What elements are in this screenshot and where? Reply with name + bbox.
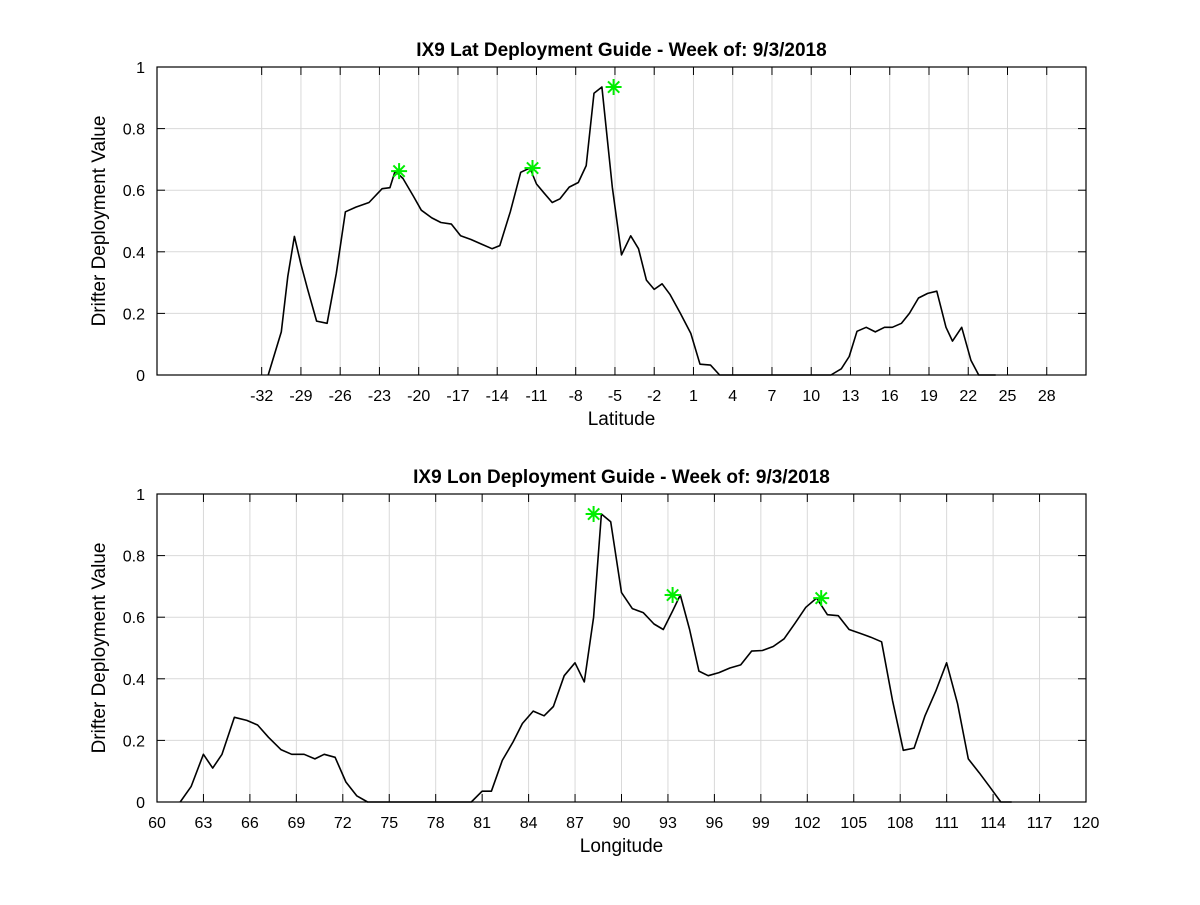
- x-tick-label: 63: [195, 815, 213, 832]
- x-tick-label: 96: [706, 815, 724, 832]
- x-tick-label: 16: [881, 388, 899, 405]
- x-tick-label: 99: [752, 815, 770, 832]
- x-tick-label: -23: [368, 388, 391, 405]
- x-tick-label: 25: [999, 388, 1017, 405]
- y-axis-label: Drifter Deployment Value: [89, 116, 110, 327]
- x-tick-label: 102: [794, 815, 821, 832]
- chart-panel-1: -32 -29 -26 -23 -20 -17 -14 -11 -8 -5 -2 1 4 7 10 13 16 1…: [89, 40, 1087, 430]
- x-tick-label: 84: [520, 815, 538, 832]
- x-tick-label: 69: [287, 815, 305, 832]
- x-tick-label: -5: [608, 388, 622, 405]
- x-tick-label: -11: [525, 388, 547, 405]
- peak-marker: [605, 79, 622, 95]
- y-tick-label: 0.6: [123, 610, 145, 627]
- x-tick-label: 114: [980, 815, 1006, 832]
- x-tick-label: 117: [1027, 815, 1053, 832]
- y-tick-label: 0.8: [123, 122, 145, 139]
- x-tick-label: -2: [647, 388, 661, 405]
- y-tick-label: 0: [136, 795, 145, 812]
- x-tick-label: 120: [1073, 815, 1100, 832]
- x-tick-label: 72: [334, 815, 352, 832]
- x-tick-label: 7: [768, 388, 777, 405]
- series-line: [267, 86, 996, 376]
- peak-marker: [585, 506, 602, 522]
- x-tick-label: -26: [329, 388, 352, 405]
- series-line: [179, 513, 1012, 803]
- x-axis-label: Latitude: [588, 409, 656, 430]
- x-tick-label: -17: [446, 388, 469, 405]
- x-tick-label: 10: [802, 388, 820, 405]
- chart-title: IX9 Lat Deployment Guide - Week of: 9/3/…: [416, 40, 826, 61]
- x-tick-label: -32: [250, 388, 273, 405]
- y-tick-label: 0.2: [123, 306, 145, 323]
- y-tick-label: 0.6: [123, 183, 145, 200]
- x-tick-label: -14: [486, 388, 509, 405]
- x-tick-label: 1: [689, 388, 698, 405]
- y-tick-label: 1: [136, 60, 145, 77]
- chart-title: IX9 Lon Deployment Guide - Week of: 9/3/…: [413, 467, 830, 488]
- x-tick-label: 93: [659, 815, 677, 832]
- x-tick-label: 111: [934, 815, 958, 832]
- x-tick-label: -20: [407, 388, 430, 405]
- x-tick-label: 19: [920, 388, 938, 405]
- y-tick-label: 0.2: [123, 733, 145, 750]
- y-tick-label: 1: [136, 487, 145, 504]
- x-tick-label: 60: [148, 815, 166, 832]
- peak-marker: [524, 160, 541, 176]
- peak-marker: [664, 587, 681, 603]
- x-tick-label: 78: [427, 815, 445, 832]
- x-tick-label: 22: [959, 388, 977, 405]
- y-tick-label: 0.4: [123, 245, 145, 262]
- y-tick-label: 0: [136, 368, 145, 385]
- x-tick-label: 66: [241, 815, 259, 832]
- axes-box: [156, 66, 1087, 376]
- x-tick-label: 75: [380, 815, 398, 832]
- x-tick-label: 90: [613, 815, 631, 832]
- y-tick-label: 0.4: [123, 672, 145, 689]
- x-tick-label: 81: [473, 815, 491, 832]
- x-tick-label: 28: [1038, 388, 1056, 405]
- chart-panel-2: 60 63 66 69 72 75 78 81 84 87 90 93 96 99 102 105 108 111…: [89, 467, 1099, 857]
- x-tick-label: 4: [728, 388, 737, 405]
- x-tick-label: -8: [569, 388, 583, 405]
- y-tick-label: 0.8: [123, 549, 145, 566]
- y-axis-label: Drifter Deployment Value: [89, 543, 110, 754]
- x-tick-label: 105: [840, 815, 867, 832]
- x-tick-label: 87: [566, 815, 584, 832]
- x-axis-label: Longitude: [580, 836, 663, 857]
- x-tick-label: 108: [887, 815, 914, 832]
- peak-marker: [391, 163, 408, 180]
- x-tick-label: -29: [289, 388, 312, 405]
- plot-area: [157, 67, 1086, 375]
- x-tick-label: 13: [842, 388, 860, 405]
- peak-marker: [813, 590, 830, 607]
